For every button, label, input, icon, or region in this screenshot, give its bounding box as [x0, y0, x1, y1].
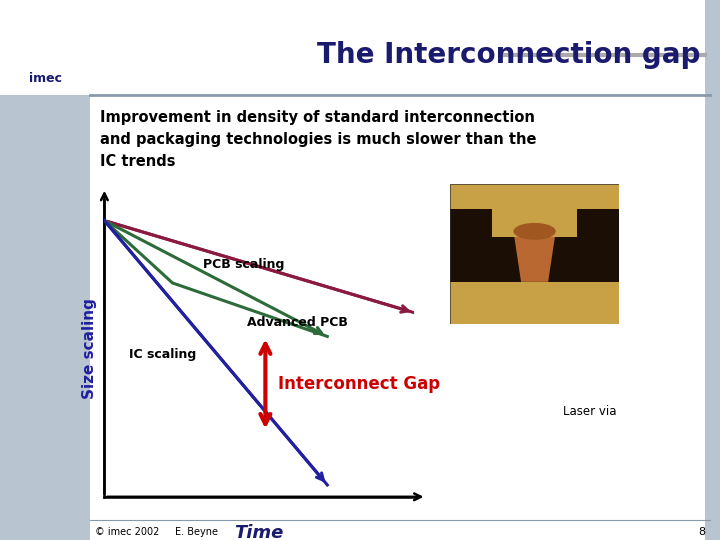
Text: imec: imec [29, 71, 61, 84]
Text: Time: Time [235, 524, 284, 540]
Text: © imec 2002: © imec 2002 [95, 527, 159, 537]
Bar [577, 209, 619, 237]
Ellipse shape [513, 223, 556, 240]
Text: PCB scaling: PCB scaling [204, 258, 285, 271]
Bar [450, 209, 492, 237]
Text: IC scaling: IC scaling [129, 348, 197, 361]
Text: 8: 8 [698, 527, 705, 537]
Bar [90, 0, 705, 540]
Text: Laser via: Laser via [563, 405, 617, 418]
Bar [705, 0, 720, 540]
Bar [450, 184, 619, 237]
Bar [0, 0, 90, 95]
Text: Advanced PCB: Advanced PCB [247, 316, 348, 329]
Text: E. Beyne: E. Beyne [175, 527, 218, 537]
Polygon shape [514, 237, 555, 282]
Bar [450, 282, 619, 324]
Y-axis label: Size scaling: Size scaling [83, 298, 97, 399]
Text: Interconnect Gap: Interconnect Gap [278, 375, 440, 393]
Text: The Interconnection gap: The Interconnection gap [317, 41, 700, 69]
Bar [0, 0, 90, 540]
Text: Improvement in density of standard interconnection
and packaging technologies is: Improvement in density of standard inter… [100, 110, 536, 170]
